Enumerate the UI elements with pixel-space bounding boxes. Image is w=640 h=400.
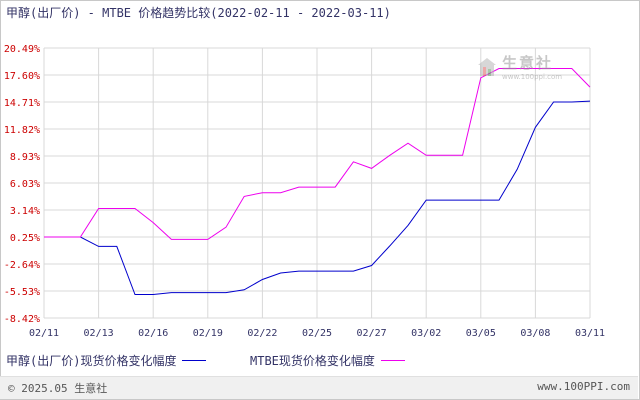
copyright: © 2025.05 生意社 (8, 382, 108, 395)
grid (43, 47, 591, 319)
legend-label-methanol: 甲醇(出厂价)现货价格变化幅度 (6, 354, 177, 368)
x-tick-label: 03/11 (575, 328, 605, 339)
watermark-url: www.100ppi.com (502, 73, 563, 81)
legend-swatch-methanol (182, 360, 207, 361)
x-tick-label: 02/25 (302, 328, 332, 339)
y-tick-label: 6.03% (10, 179, 40, 190)
y-tick-label: -2.64% (4, 260, 40, 271)
y-tick-label: 11.82% (4, 125, 40, 136)
x-tick-label: 02/19 (193, 328, 223, 339)
watermark-logo-icon (478, 57, 496, 76)
x-tick-label: 02/22 (247, 328, 277, 339)
watermark: 生意社 www.100ppi.com (476, 52, 562, 81)
axis-labels: 20.49% 17.60% 14.71% 11.82% 8.93% 6.03% 3.14% 0… (4, 44, 605, 339)
x-tick-label: 03/02 (411, 328, 441, 339)
chart-title: 甲醇(出厂价) - MTBE 价格趋势比较(2022-02-11 - 2022-… (6, 6, 391, 20)
x-tick-label: 02/27 (357, 328, 387, 339)
y-tick-label: 0.25% (10, 233, 40, 244)
series-line-mtbe (44, 68, 591, 240)
y-tick-label: 20.49% (4, 44, 40, 55)
y-tick-label: -5.53% (4, 287, 40, 298)
x-tick-label: 03/08 (520, 328, 550, 339)
x-tick-label: 03/05 (466, 328, 496, 339)
x-tick-label: 02/16 (138, 328, 168, 339)
legend-item-methanol: 甲醇(出厂价)现货价格变化幅度 (6, 352, 207, 369)
y-tick-label: 3.14% (10, 206, 40, 217)
x-tick-label: 02/11 (29, 328, 59, 339)
series-line-methanol (44, 100, 591, 295)
legend-item-mtbe: MTBE现货价格变化幅度 (250, 352, 405, 369)
y-tick-label: 8.93% (10, 152, 40, 163)
watermark-name: 生意社 (502, 54, 554, 72)
y-tick-label: 17.60% (4, 71, 40, 82)
y-tick-label: 14.71% (4, 98, 40, 109)
x-tick-label: 02/13 (84, 328, 114, 339)
series-lines (44, 68, 591, 295)
legend-label-mtbe: MTBE现货价格变化幅度 (250, 354, 375, 368)
legend-swatch-mtbe (380, 360, 405, 361)
y-tick-label: -8.42% (4, 314, 40, 325)
footer: © 2025.05 生意社 www.100PPI.com (0, 376, 638, 399)
site-link[interactable]: www.100PPI.com (537, 380, 630, 393)
